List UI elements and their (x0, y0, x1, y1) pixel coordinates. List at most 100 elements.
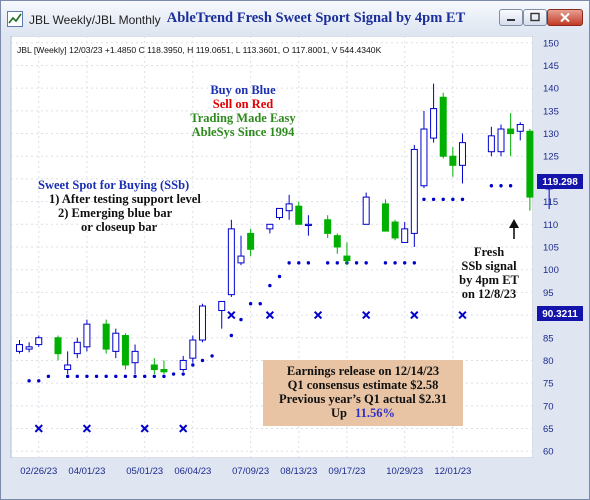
candle-body (507, 128, 515, 135)
candle-body (102, 323, 110, 350)
candle-up (497, 124, 505, 157)
candle-body (324, 219, 332, 234)
candle-up (276, 207, 284, 220)
earnings-up-value: 11.56% (355, 406, 395, 420)
earnings-box-background (263, 360, 463, 426)
candle-body (25, 346, 33, 350)
earnings-line-2: Q1 consensus estimate $2.58 (288, 378, 439, 392)
candle-up (430, 83, 438, 143)
minimize-button[interactable] (499, 9, 523, 26)
candle-down (526, 129, 534, 211)
candle-body (497, 128, 505, 153)
earnings-line-1: Earnings release on 12/14/23 (287, 364, 439, 378)
stop-dot (181, 372, 185, 376)
candle-body (83, 323, 91, 348)
fresh-signal-line-4: on 12/8/23 (462, 287, 517, 301)
x-marker (227, 310, 236, 320)
x-marker (458, 310, 467, 320)
stop-dots (27, 184, 513, 383)
candle-body (198, 305, 206, 341)
stop-dot (287, 261, 291, 265)
candle-up (35, 335, 43, 347)
candle-down (295, 201, 303, 225)
x-tick-label: 02/26/23 (20, 466, 57, 477)
y-tick-label: 115 (543, 197, 558, 208)
close-icon (560, 12, 570, 23)
stop-dot (460, 197, 465, 202)
candle-body (381, 203, 389, 232)
title-bar: JBL Weekly/JBL Monthly AbleTrend Fresh S… (1, 1, 589, 35)
x-marker-stroke (34, 424, 43, 433)
y-tick-label: 150 (543, 38, 559, 49)
sweet-spot-line-2: 2) Emerging blue bar (58, 206, 173, 220)
candle-up (131, 344, 139, 375)
stop-dot (335, 261, 339, 265)
y-tick-label: 85 (543, 333, 554, 344)
window-tab-label[interactable]: JBL Weekly/JBL Monthly (29, 13, 161, 27)
y-tick-label: 130 (543, 129, 559, 140)
y-tick-label: 145 (543, 61, 559, 72)
candle-body (526, 130, 534, 198)
maximize-button[interactable] (523, 9, 547, 26)
candle-body (458, 142, 466, 166)
candle-body (439, 96, 447, 157)
legend-since: AbleSys Since 1994 (192, 125, 296, 139)
sweet-spot-heading: Sweet Spot for Buying (SSb) (38, 178, 189, 192)
earnings-box: Earnings release on 12/14/23 Q1 consensu… (263, 360, 463, 426)
candle-body (420, 128, 428, 187)
earnings-line-3: Previous year’s Q1 actual $2.31 (279, 392, 447, 406)
y-tick-label: 65 (543, 424, 554, 435)
x-marker (313, 310, 323, 320)
stop-dot (268, 283, 272, 288)
candle-body (391, 221, 399, 239)
stop-dot (508, 184, 513, 188)
stop-dot (75, 374, 79, 379)
x-tick-label: 04/01/23 (68, 466, 105, 477)
candle-body (516, 123, 524, 132)
candle-body (218, 300, 226, 312)
candle-body (189, 339, 197, 359)
candle-body (35, 337, 43, 346)
candle-down (247, 228, 255, 257)
y-tick-label: 80 (543, 356, 554, 367)
close-button[interactable] (547, 9, 583, 26)
candle-up (227, 219, 235, 297)
axis-background (533, 36, 589, 499)
x-marker (179, 424, 188, 433)
x-marker-stroke (82, 424, 92, 433)
x-marker (265, 310, 274, 320)
x-tick-label: 06/04/23 (174, 466, 211, 477)
candle-down (507, 113, 515, 157)
candle-up (16, 340, 23, 354)
candle-up (112, 328, 120, 359)
x-marker (410, 310, 419, 320)
candle-down (324, 215, 332, 238)
candle-down (121, 333, 129, 370)
x-marker (140, 424, 149, 433)
sweet-spot-line-3: or closeup bar (81, 220, 158, 234)
fresh-signal-note: Fresh SSb signal by 4pm ET on 12/8/23 (459, 245, 519, 301)
candle-up (410, 144, 418, 247)
candle-down (391, 219, 399, 241)
candle-body (333, 235, 341, 248)
candle-body (112, 332, 120, 352)
info-line: JBL [Weekly] 12/03/23 +1.4850 C 118.3950… (17, 45, 382, 55)
candle-up (25, 342, 33, 353)
candle-down (102, 319, 110, 354)
x-marker (34, 424, 43, 433)
candle-body (487, 135, 495, 153)
x-tick-label: 05/01/23 (126, 466, 163, 477)
stop-dot (239, 317, 243, 322)
candle-up (198, 303, 206, 343)
stop-dot (422, 197, 426, 202)
stop-dot (152, 374, 157, 379)
stop-dot (229, 333, 234, 338)
earnings-up-label: Up (331, 406, 347, 420)
earnings-line-4: Up 11.56% (331, 406, 395, 420)
last-price-badge-box (537, 174, 583, 189)
candle-body (160, 369, 168, 373)
last-price-badge: 119.298 (537, 174, 583, 189)
candle-body (285, 203, 293, 212)
price-chart: 6065707580859095100105110115120125130135… (1, 36, 589, 499)
